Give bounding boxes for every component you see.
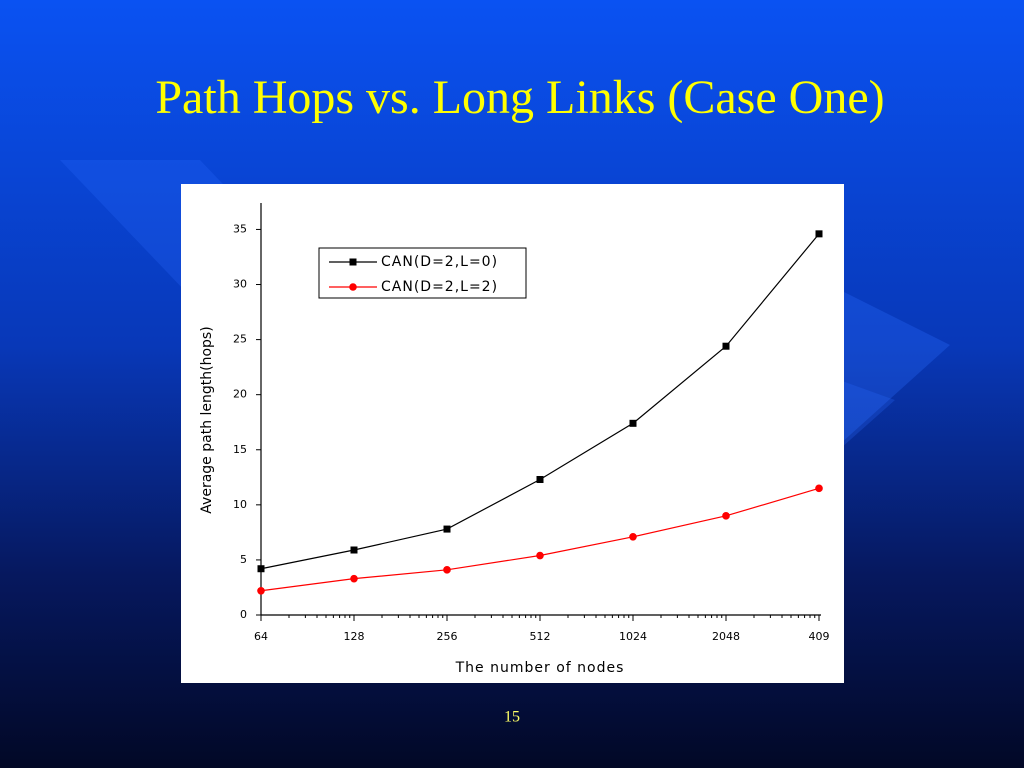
x-axis-label: The number of nodes: [455, 660, 625, 676]
y-axis-label: Average path length(hops): [199, 326, 215, 513]
marker: [443, 525, 451, 533]
y-tick-label: 20: [233, 388, 247, 401]
y-tick-label: 5: [240, 553, 247, 566]
y-tick-label: 0: [240, 608, 247, 621]
marker: [257, 565, 265, 573]
page-number: 15: [504, 709, 520, 726]
x-tick-label: 64: [254, 630, 268, 643]
chart: Average path length(hops) The number of …: [199, 203, 830, 676]
marker: [815, 484, 823, 493]
slide-title: Path Hops vs. Long Links (Case One): [155, 71, 884, 124]
legend-label: CAN(D=2,L=0): [381, 254, 498, 270]
legend-marker: [349, 283, 357, 291]
legend-label: CAN(D=2,L=2): [381, 279, 498, 295]
marker: [536, 551, 544, 560]
y-tick-label: 30: [233, 278, 247, 291]
marker: [350, 574, 358, 583]
x-tick-label: 512: [530, 630, 551, 643]
x-tick-label: 256: [437, 630, 458, 643]
marker: [815, 230, 823, 238]
legend-marker: [349, 258, 357, 266]
marker: [629, 419, 637, 427]
marker: [350, 546, 358, 554]
x-tick-label: 409: [809, 630, 830, 643]
y-tick-label: 25: [233, 333, 247, 346]
x-tick-label: 2048: [712, 630, 740, 643]
marker: [443, 566, 451, 574]
x-tick-label: 128: [344, 630, 365, 643]
marker: [722, 342, 730, 350]
y-tick-label: 35: [233, 222, 247, 235]
marker: [257, 586, 265, 595]
y-tick-label: 15: [233, 443, 247, 456]
marker: [536, 476, 544, 484]
y-tick-label: 10: [233, 498, 247, 511]
marker: [722, 512, 730, 520]
marker: [629, 532, 637, 541]
x-tick-label: 1024: [619, 630, 647, 643]
